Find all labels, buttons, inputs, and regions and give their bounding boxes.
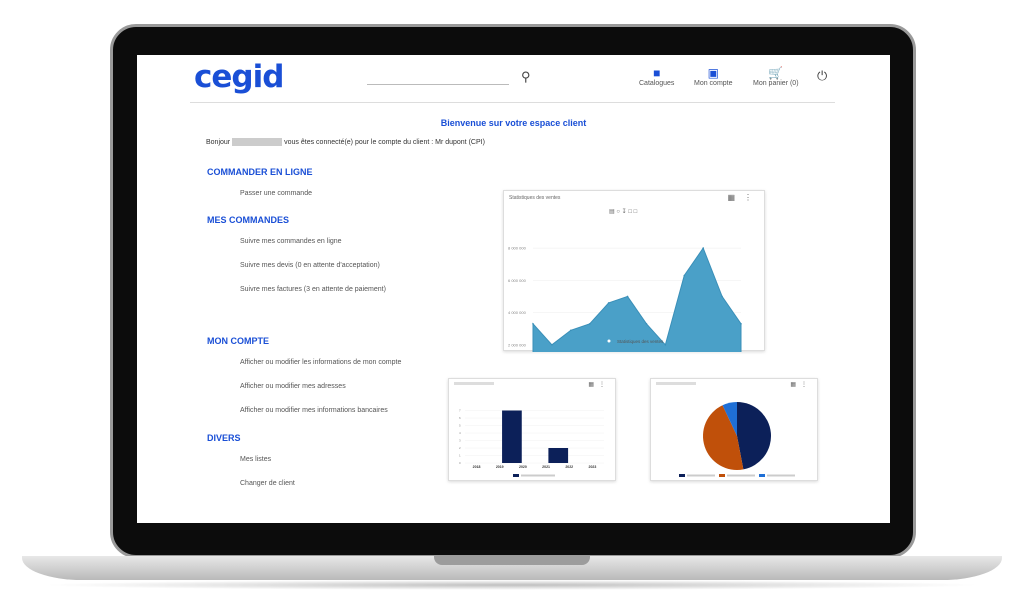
header-divider (190, 102, 835, 103)
data-point (626, 295, 629, 298)
bar-chart-card: ▦ ⋮ 0 1 2 3 4 5 6 7 2018 2019 2020 2021 2022 2023 (448, 378, 616, 481)
greeting: Bonjour vous êtes connecté(e) pour le com… (206, 138, 485, 146)
link-passer-commande[interactable]: Passer une commande (240, 190, 312, 197)
x-tick-label: 2020 (519, 465, 527, 469)
nav-catalogues[interactable]: ■ Catalogues (639, 66, 674, 87)
laptop-notch (434, 556, 590, 565)
link-infos-compte[interactable]: Afficher ou modifier les informations de… (240, 359, 402, 366)
chart-toolbar-icons[interactable]: ▤ ○ ↧ □ □ (609, 209, 638, 215)
welcome-title: Bienvenue sur votre espace client (440, 118, 587, 128)
link-suivre-devis[interactable]: Suivre mes devis (0 en attente d'accepta… (240, 262, 380, 269)
data-point (532, 323, 534, 325)
y-tick-label: 8 000 000 (508, 246, 527, 251)
pie-chart-card: ▦ ⋮ (650, 378, 818, 481)
data-point (740, 323, 742, 325)
nav-mon-compte[interactable]: ▣ Mon compte (694, 66, 733, 87)
section-mon-compte: MON COMPTE (207, 336, 269, 346)
screen: cegid ⚲ ■ Catalogues ▣ Mon compte 🛒 Mon pan… (137, 55, 890, 523)
data-point (683, 274, 686, 277)
chart-menu-icons[interactable]: ▦ ⋮ (790, 382, 807, 388)
data-point (702, 247, 704, 249)
pie-slice (722, 402, 737, 436)
bar (548, 448, 569, 463)
cart-icon: 🛒 (768, 66, 784, 80)
y-tick-label: 4 (459, 431, 461, 435)
account-icon: ▣ (707, 66, 719, 80)
data-point (588, 323, 591, 325)
section-commander: COMMANDER EN LIGNE (207, 167, 313, 177)
x-tick-label: 2021 (542, 465, 550, 469)
y-tick-label: 4 000 000 (508, 310, 527, 315)
pie-slice (703, 405, 744, 470)
link-infos-bancaires[interactable]: Afficher ou modifier mes informations ba… (240, 407, 388, 414)
chart-menu-icons[interactable]: ▦ ⋮ (727, 193, 752, 202)
legend-marker (606, 338, 612, 344)
chart-title: Statistiques des ventes (509, 195, 561, 201)
y-tick-label: 3 (459, 439, 461, 443)
search-input[interactable] (367, 83, 509, 85)
legend-swatch (759, 474, 765, 477)
data-point (721, 295, 723, 298)
data-point (645, 323, 648, 325)
link-mes-listes[interactable]: Mes listes (240, 456, 272, 463)
sales-area (532, 247, 742, 352)
link-suivre-commandes[interactable]: Suivre mes commandes en ligne (240, 238, 342, 245)
greeting-prefix: Bonjour (206, 138, 231, 146)
book-icon: ■ (653, 66, 661, 80)
legend-label-placeholder (687, 474, 715, 477)
data-point (607, 302, 610, 304)
x-tick-label: 2018 (473, 465, 481, 469)
section-mes-commandes: MES COMMANDES (207, 215, 290, 225)
legend-swatch (679, 474, 685, 477)
data-point (570, 329, 572, 332)
data-point (551, 343, 553, 346)
y-tick-label: 0 (459, 461, 461, 465)
y-tick-label: 7 (459, 409, 461, 413)
nav-label: Mon compte (694, 80, 733, 87)
pie-slice (737, 402, 771, 470)
chart-title-placeholder (454, 382, 494, 385)
y-tick-label: 5 (459, 424, 461, 428)
greeting-suffix: vous êtes connecté(e) pour le compte du … (284, 138, 485, 146)
y-tick-label: 2 (459, 446, 461, 450)
sales-chart-card: Statistiques des ventes ▦ ⋮ ▤ ○ ↧ □ □ 02… (503, 190, 765, 352)
bar (502, 410, 522, 463)
x-tick-label: 2022 (565, 465, 573, 469)
x-tick-label: 2019 (496, 465, 504, 469)
legend-swatch (719, 474, 725, 477)
cegid-logo[interactable]: cegid (194, 59, 284, 95)
legend-label-placeholder (727, 474, 755, 477)
chart-title-placeholder (656, 382, 696, 385)
x-tick-label: 2023 (589, 465, 597, 469)
link-suivre-factures[interactable]: Suivre mes factures (3 en attente de pai… (240, 286, 386, 293)
y-tick-label: 6 (459, 416, 461, 420)
search-icon[interactable]: ⚲ (521, 69, 531, 84)
bar-chart: 0 1 2 3 4 5 6 7 2018 2019 2020 2021 2022 2023 (454, 382, 604, 477)
nav-label: Catalogues (639, 80, 675, 87)
legend-label-placeholder (521, 474, 555, 477)
data-point (664, 343, 667, 346)
section-divers: DIVERS (207, 433, 241, 443)
y-tick-label: 1 (459, 454, 461, 458)
nav-label: Mon panier (0) (753, 80, 799, 87)
legend-label-placeholder (767, 474, 795, 477)
pie-chart (656, 382, 795, 477)
link-changer-client[interactable]: Changer de client (240, 480, 295, 487)
legend-swatch (513, 474, 519, 477)
link-adresses[interactable]: Afficher ou modifier mes adresses (240, 383, 346, 390)
username-redacted (232, 138, 283, 146)
legend-label: Statistiques des ventes (617, 339, 664, 344)
power-icon[interactable]: ⏻ (817, 68, 828, 83)
chart-menu-icons[interactable]: ▦ ⋮ (588, 382, 605, 388)
laptop-shadow (40, 580, 984, 590)
nav-panier[interactable]: 🛒 Mon panier (0) (753, 66, 799, 87)
y-tick-label: 2 000 000 (508, 342, 527, 347)
y-tick-label: 6 000 000 (508, 278, 527, 283)
